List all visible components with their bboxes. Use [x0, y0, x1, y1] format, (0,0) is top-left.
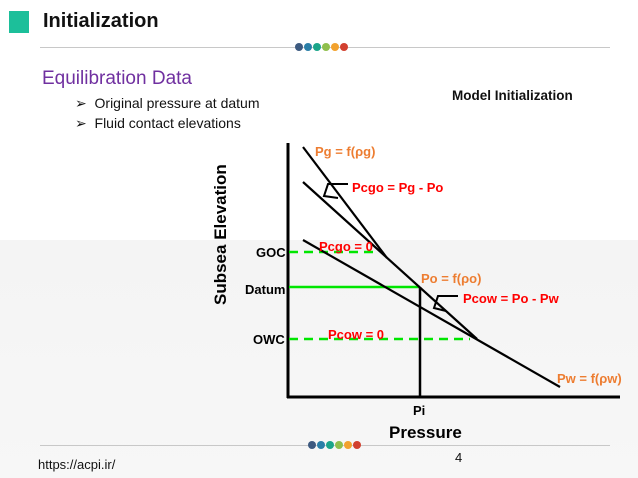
- dot-icon: [317, 441, 325, 449]
- dot-icon: [308, 441, 316, 449]
- footer-url[interactable]: https://acpi.ir/: [38, 457, 116, 472]
- dot-icon: [295, 43, 303, 51]
- dot-icon: [331, 43, 339, 51]
- water-gradient-line: [302, 239, 561, 388]
- oil-gradient-line: [302, 181, 478, 340]
- pcgo-bracket-icon: [322, 183, 348, 199]
- dot-icon: [304, 43, 312, 51]
- bullet-item: ➢ Original pressure at datum: [75, 95, 259, 112]
- x-axis-label: Pressure: [389, 423, 462, 442]
- dot-icon: [322, 43, 330, 51]
- background-skyline: [0, 240, 638, 478]
- section-subtitle: Equilibration Data: [42, 68, 192, 89]
- goc-label: GOC: [256, 245, 286, 260]
- pcow-equation: Pcow = Po - Pw: [463, 291, 559, 306]
- water-equation: Pw = f(ρw): [557, 371, 622, 386]
- title-accent-square: [9, 11, 29, 33]
- pcow-zero-label: Pcow = 0: [328, 327, 384, 342]
- dot-icon: [313, 43, 321, 51]
- dot-icon: [340, 43, 348, 51]
- header-dots: [295, 43, 355, 52]
- figure-title: Model Initialization: [452, 88, 573, 103]
- dot-icon: [344, 441, 352, 449]
- pcow-bracket-icon: [432, 295, 458, 312]
- slide-title: Initialization: [43, 10, 159, 32]
- y-axis-label: Subsea Elevation: [211, 164, 230, 305]
- bullet-text: Original pressure at datum: [94, 95, 260, 111]
- arrow-bullet-icon: ➢: [75, 95, 87, 111]
- dot-icon: [353, 441, 361, 449]
- arrow-bullet-icon: ➢: [75, 115, 87, 131]
- pcgo-zero-label: Pcgo = 0: [319, 239, 373, 254]
- footer-divider: [40, 445, 610, 446]
- page-number: 4: [455, 450, 463, 465]
- gas-equation: Pg = f(ρg): [315, 144, 376, 159]
- dot-icon: [326, 441, 334, 449]
- datum-label: Datum: [245, 282, 286, 297]
- x-tick-pi: Pi: [413, 403, 426, 418]
- bullet-item: ➢ Fluid contact elevations: [75, 115, 241, 132]
- owc-label: OWC: [253, 332, 285, 347]
- oil-equation: Po = f(ρo): [421, 271, 482, 286]
- pcgo-equation: Pcgo = Pg - Po: [352, 180, 444, 195]
- dot-icon: [335, 441, 343, 449]
- gas-gradient-line: [302, 146, 388, 259]
- bullet-text: Fluid contact elevations: [94, 115, 241, 131]
- footer-dots: [308, 441, 368, 450]
